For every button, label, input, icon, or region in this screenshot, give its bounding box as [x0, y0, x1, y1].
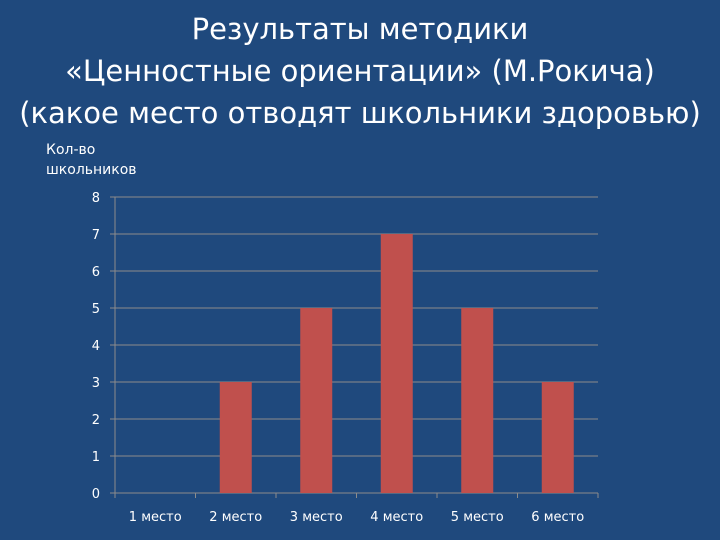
y-tick-label: 7 — [92, 228, 100, 243]
slide-title-line-3: (какое место отводят школьники здоровью) — [19, 96, 701, 130]
y-tick-label: 5 — [92, 302, 100, 317]
bar-2 — [219, 382, 252, 493]
bar-4 — [380, 234, 413, 493]
x-tick-label: 3 место — [290, 510, 343, 525]
y-axis-label-line-2: школьников — [46, 162, 137, 178]
slide-title-line-2: «Ценностные ориентации» (М.Рокича) — [65, 54, 655, 88]
y-tick-label: 8 — [92, 191, 100, 206]
x-tick-label: 2 место — [209, 510, 262, 525]
y-tick-label: 6 — [92, 265, 100, 280]
y-tick-label: 1 — [92, 450, 100, 465]
bar-6 — [541, 382, 574, 493]
slide-title: Результаты методики «Ценностные ориентац… — [0, 8, 720, 134]
x-tick-label: 5 место — [451, 510, 504, 525]
bar-5 — [461, 308, 494, 493]
y-tick-label: 4 — [92, 339, 100, 354]
x-tick-label: 6 место — [531, 510, 584, 525]
y-tick-label: 2 — [92, 413, 100, 428]
x-tick-label: 4 место — [370, 510, 423, 525]
y-axis-label: Кол-во школьников — [46, 140, 137, 180]
y-axis-label-line-1: Кол-во — [46, 142, 96, 158]
y-tick-label: 0 — [92, 487, 100, 502]
x-tick-label: 1 место — [129, 510, 182, 525]
bar-3 — [300, 308, 333, 493]
slide-title-line-1: Результаты методики — [191, 12, 529, 46]
y-tick-label: 3 — [92, 376, 100, 391]
